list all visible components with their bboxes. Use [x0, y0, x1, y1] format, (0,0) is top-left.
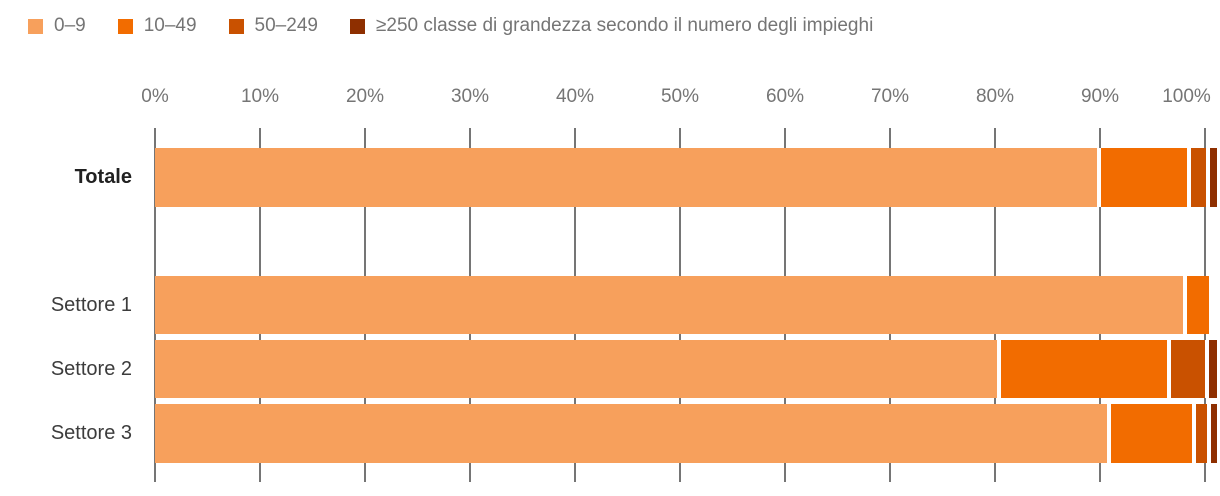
bar-segment	[155, 276, 1183, 334]
bar-row	[155, 404, 1217, 463]
legend-swatch-icon	[117, 18, 133, 34]
category-label: Settore 2	[50, 358, 132, 380]
bar-segment	[997, 340, 1167, 398]
legend-item: 0–9	[28, 15, 86, 37]
x-axis-tick-label: 50%	[660, 86, 700, 107]
legend-label: ≥250 classe di grandezza secondo il nume…	[375, 15, 874, 36]
bar-segment	[1205, 148, 1217, 207]
bar-segment	[155, 148, 1097, 207]
legend-label: 10–49	[143, 15, 197, 36]
legend-label: 0–9	[54, 15, 86, 36]
x-axis-tick-label: 10%	[240, 86, 280, 107]
x-axis-labels: 0% 10% 20% 30% 40% 50% 60% 70% 80% 90% 100%	[141, 86, 1211, 112]
bar-row	[155, 148, 1217, 207]
x-axis-tick-label: 70%	[870, 86, 910, 107]
legend-swatch-icon	[228, 18, 244, 34]
legend: 0–9 10–49 50–249 ≥250 classe di grandezz…	[28, 15, 873, 37]
x-axis-tick-label: 20%	[345, 86, 385, 107]
bar-segment	[1096, 148, 1187, 207]
x-axis-tick-label: 40%	[555, 86, 595, 107]
plot-area	[154, 128, 1217, 482]
legend-label: 50–249	[254, 15, 318, 36]
legend-item: 50–249	[228, 15, 318, 37]
x-axis-tick-label: 100%	[1162, 86, 1211, 107]
bar-segment	[1182, 276, 1209, 334]
bar-segment	[155, 340, 998, 398]
x-axis-tick-label: 30%	[450, 86, 490, 107]
x-axis-tick-label: 90%	[1080, 86, 1120, 107]
category-label: Settore 1	[50, 294, 132, 316]
legend-item: ≥250 classe di grandezza secondo il nume…	[349, 15, 874, 37]
bar-segment	[155, 404, 1108, 463]
category-label: Settore 3	[50, 422, 132, 444]
bar-segment	[1166, 340, 1205, 398]
bar-segment	[1186, 148, 1206, 207]
bar-row	[155, 276, 1209, 334]
legend-item: 10–49	[117, 15, 197, 37]
bar-segment	[1192, 404, 1207, 463]
bar-segment	[1107, 404, 1193, 463]
bar-segment	[1204, 340, 1217, 398]
category-label: Totale	[74, 166, 132, 188]
bar-row	[155, 340, 1217, 398]
x-axis-tick-label: 0%	[141, 86, 169, 107]
x-axis-tick-label: 60%	[765, 86, 805, 107]
bar-segment	[1206, 404, 1217, 463]
x-axis-tick-label: 80%	[975, 86, 1015, 107]
legend-swatch-icon	[28, 18, 43, 34]
legend-swatch-icon	[349, 18, 365, 34]
